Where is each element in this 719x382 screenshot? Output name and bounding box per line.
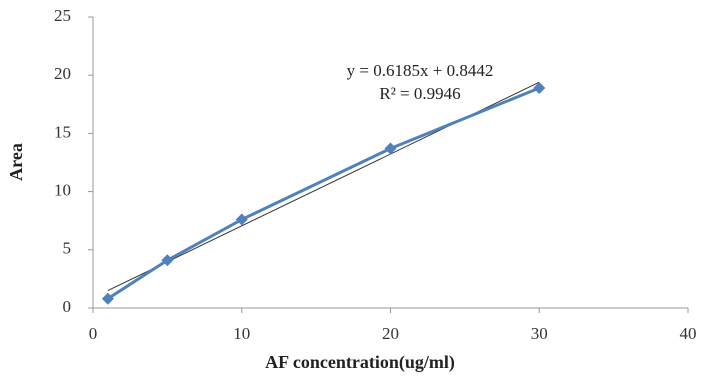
y-tick-label: 20: [54, 64, 71, 83]
x-tick-label: 40: [680, 324, 697, 343]
point: [101, 292, 114, 305]
y-tick-label: 0: [63, 297, 72, 316]
data-line: [107, 86, 540, 300]
r2-annotation: R² = 0.9946: [379, 84, 460, 103]
y-tick-label: 25: [54, 6, 71, 25]
x-tick-label: 10: [233, 324, 250, 343]
point: [235, 213, 248, 226]
x-tick-label: 30: [531, 324, 548, 343]
x-axis-title: AF concentration(ug/ml): [265, 352, 455, 373]
equation-annotation: y = 0.6185x + 0.8442: [347, 61, 494, 80]
x-tick-label: 0: [89, 324, 98, 343]
point: [384, 142, 397, 155]
point: [161, 254, 174, 267]
point: [533, 82, 546, 95]
y-tick-label: 5: [63, 239, 72, 258]
y-axis-title: Area: [6, 143, 26, 181]
y-tick-label: 10: [54, 181, 71, 200]
y-tick-label: 15: [54, 122, 71, 141]
x-tick-label: 20: [382, 324, 399, 343]
